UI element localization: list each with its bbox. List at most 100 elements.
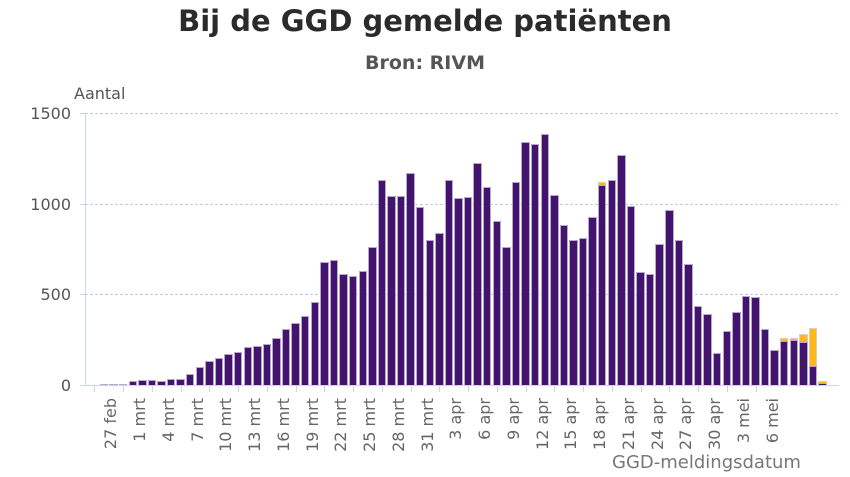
bar-group[interactable] (598, 113, 607, 385)
bar-preliminary[interactable] (799, 334, 808, 342)
bar-reported[interactable] (415, 206, 425, 385)
bar-reported[interactable] (655, 243, 664, 385)
bar-reported[interactable] (732, 311, 741, 385)
bar-reported[interactable] (348, 276, 358, 385)
bar-reported[interactable] (607, 180, 617, 385)
bar-group[interactable] (818, 113, 827, 385)
bar-group[interactable] (329, 113, 339, 385)
bar-group[interactable] (454, 113, 463, 385)
bar-group[interactable] (511, 113, 521, 385)
bar-group[interactable] (195, 113, 205, 385)
bar-group[interactable] (741, 113, 751, 385)
bar-reported[interactable] (521, 142, 530, 385)
bar-reported[interactable] (358, 271, 367, 385)
bar-reported[interactable] (588, 217, 597, 385)
bar-reported[interactable] (205, 360, 214, 385)
bar-group[interactable] (425, 113, 434, 385)
bar-group[interactable] (435, 113, 444, 385)
bar-reported[interactable] (770, 350, 779, 385)
bar-reported[interactable] (492, 220, 502, 385)
bar-group[interactable] (799, 113, 808, 385)
bar-group[interactable] (607, 113, 617, 385)
bar-preliminary[interactable] (598, 182, 607, 185)
bar-reported[interactable] (301, 316, 310, 385)
bar-reported[interactable] (119, 383, 128, 385)
bar-reported[interactable] (138, 379, 147, 385)
bar-reported[interactable] (406, 172, 415, 385)
bar-group[interactable] (186, 113, 195, 385)
bar-group[interactable] (502, 113, 511, 385)
bar-reported[interactable] (569, 239, 578, 385)
bar-reported[interactable] (540, 133, 549, 385)
bar-group[interactable] (780, 113, 789, 385)
bar-reported[interactable] (368, 247, 377, 385)
bar-group[interactable] (272, 113, 281, 385)
bar-group[interactable] (281, 113, 291, 385)
bar-reported[interactable] (214, 357, 224, 385)
bar-group[interactable] (176, 113, 185, 385)
bar-reported[interactable] (396, 195, 406, 385)
bar-reported[interactable] (463, 197, 473, 385)
bar-preliminary[interactable] (808, 328, 818, 366)
bar-group[interactable] (684, 113, 693, 385)
bar-reported[interactable] (310, 302, 320, 385)
bar-group[interactable] (550, 113, 559, 385)
bar-reported[interactable] (799, 341, 808, 385)
bar-reported[interactable] (808, 365, 818, 385)
bar-group[interactable] (626, 113, 636, 385)
bar-group[interactable] (473, 113, 482, 385)
bar-group[interactable] (109, 113, 118, 385)
bar-reported[interactable] (281, 328, 291, 385)
bar-group[interactable] (789, 113, 799, 385)
bar-group[interactable] (387, 113, 396, 385)
bar-reported[interactable] (186, 374, 195, 385)
bar-group[interactable] (233, 113, 243, 385)
bar-reported[interactable] (674, 239, 684, 385)
bar-reported[interactable] (530, 143, 540, 385)
bar-group[interactable] (540, 113, 549, 385)
bar-reported[interactable] (377, 180, 387, 385)
bar-group[interactable] (138, 113, 147, 385)
bar-group[interactable] (588, 113, 597, 385)
bar-group[interactable] (483, 113, 492, 385)
bar-group[interactable] (674, 113, 684, 385)
bar-group[interactable] (722, 113, 731, 385)
bar-group[interactable] (310, 113, 320, 385)
bar-group[interactable] (320, 113, 329, 385)
bar-reported[interactable] (243, 346, 252, 385)
bar-reported[interactable] (99, 383, 109, 385)
bar-group[interactable] (128, 113, 137, 385)
bar-reported[interactable] (559, 225, 569, 385)
bar-group[interactable] (444, 113, 454, 385)
bar-group[interactable] (617, 113, 626, 385)
bar-group[interactable] (808, 113, 818, 385)
bar-reported[interactable] (444, 180, 454, 385)
bar-reported[interactable] (387, 196, 396, 385)
bar-group[interactable] (368, 113, 377, 385)
bar-group[interactable] (578, 113, 588, 385)
bar-group[interactable] (262, 113, 272, 385)
bar-reported[interactable] (224, 353, 233, 385)
bar-preliminary[interactable] (780, 337, 789, 341)
bar-reported[interactable] (128, 381, 137, 385)
bar-group[interactable] (301, 113, 310, 385)
bar-group[interactable] (205, 113, 214, 385)
bar-reported[interactable] (329, 260, 339, 385)
bar-reported[interactable] (645, 274, 655, 385)
bar-reported[interactable] (454, 198, 463, 385)
bar-reported[interactable] (195, 366, 205, 385)
bar-group[interactable] (521, 113, 530, 385)
bar-group[interactable] (224, 113, 233, 385)
bar-group[interactable] (348, 113, 358, 385)
bar-reported[interactable] (617, 155, 626, 385)
bar-preliminary[interactable] (818, 380, 827, 384)
bar-reported[interactable] (760, 329, 770, 385)
bar-group[interactable] (99, 113, 109, 385)
bar-reported[interactable] (502, 247, 511, 385)
bar-group[interactable] (636, 113, 645, 385)
bar-preliminary[interactable] (789, 337, 799, 340)
bar-reported[interactable] (425, 239, 434, 385)
bar-group[interactable] (214, 113, 224, 385)
bar-reported[interactable] (473, 163, 482, 385)
bar-group[interactable] (90, 113, 98, 385)
